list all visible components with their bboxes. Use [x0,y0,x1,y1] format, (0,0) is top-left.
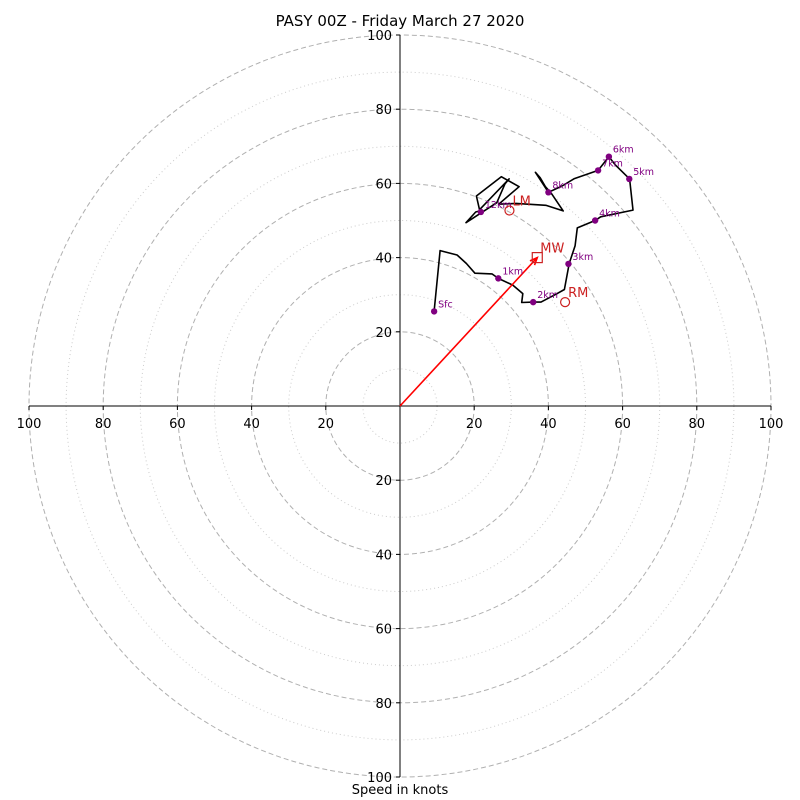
y-tick-label: 60 [375,177,392,192]
height-marker-label: 4km [599,209,620,220]
x-tick-label: 20 [466,417,483,432]
y-tick-label: 100 [367,771,392,786]
storm-motion-marker [531,252,543,264]
tick-labels: 100 80 60 40 20 20 40 60 80 100 100 80 60 40 20 20 40 60 8… [17,29,784,786]
y-tick-label: 20 [375,474,392,489]
height-marker [626,175,633,183]
height-marker [591,217,599,224]
height-marker [605,153,613,160]
storm-motions: MW LM RM [504,194,588,308]
x-tick-label: 60 [169,417,186,432]
height-marker-label: Sfc [438,299,453,310]
height-markers: Sfc 1km 2km 3km 4km 5km 6km 7km 8km 12km [430,145,654,315]
height-marker-label: 6km [613,145,634,156]
y-tick-label: 40 [375,252,392,267]
x-tick-label: 20 [318,417,335,432]
storm-motion-label: LM [512,194,530,209]
height-marker [477,208,485,216]
y-tick-label: 20 [375,326,392,341]
hodograph-trace [433,155,634,312]
height-marker-label: 5km [633,167,654,178]
x-tick-label: 100 [17,417,42,432]
y-tick-label: 40 [375,548,392,563]
storm-motion-label: MW [540,242,564,257]
height-marker [565,260,572,268]
hodograph-line [433,155,634,312]
height-marker-label: 1km [502,266,523,277]
x-tick-label: 60 [614,417,631,432]
x-tick-label: 80 [689,417,706,432]
height-marker [430,308,438,315]
height-marker-label: 3km [572,252,593,263]
x-tick-label: 100 [759,417,784,432]
y-tick-label: 80 [375,697,392,712]
x-tick-label: 40 [243,417,260,432]
y-tick-label: 100 [367,29,392,44]
mean-wind-arrow [399,257,538,407]
x-axis-label: Speed in knots [351,783,449,798]
chart-title: PASY 00Z - Friday March 27 2020 [275,12,525,30]
mean-wind-vector [399,256,539,407]
height-marker [545,189,552,196]
storm-motion-marker [559,297,571,308]
height-marker [529,298,537,306]
storm-motion-marker [504,205,515,216]
y-tick-label: 60 [375,623,392,638]
y-tick-label: 80 [375,103,392,118]
height-marker-label: 8km [552,180,573,191]
height-marker-label: 7km [602,158,623,169]
height-marker [594,167,602,174]
storm-motion-label: RM [568,286,588,301]
x-tick-label: 80 [95,417,112,432]
height-marker-label: 12km [485,200,512,211]
height-marker-label: 2km [537,290,558,301]
height-marker [495,275,502,282]
x-tick-label: 40 [540,417,557,432]
